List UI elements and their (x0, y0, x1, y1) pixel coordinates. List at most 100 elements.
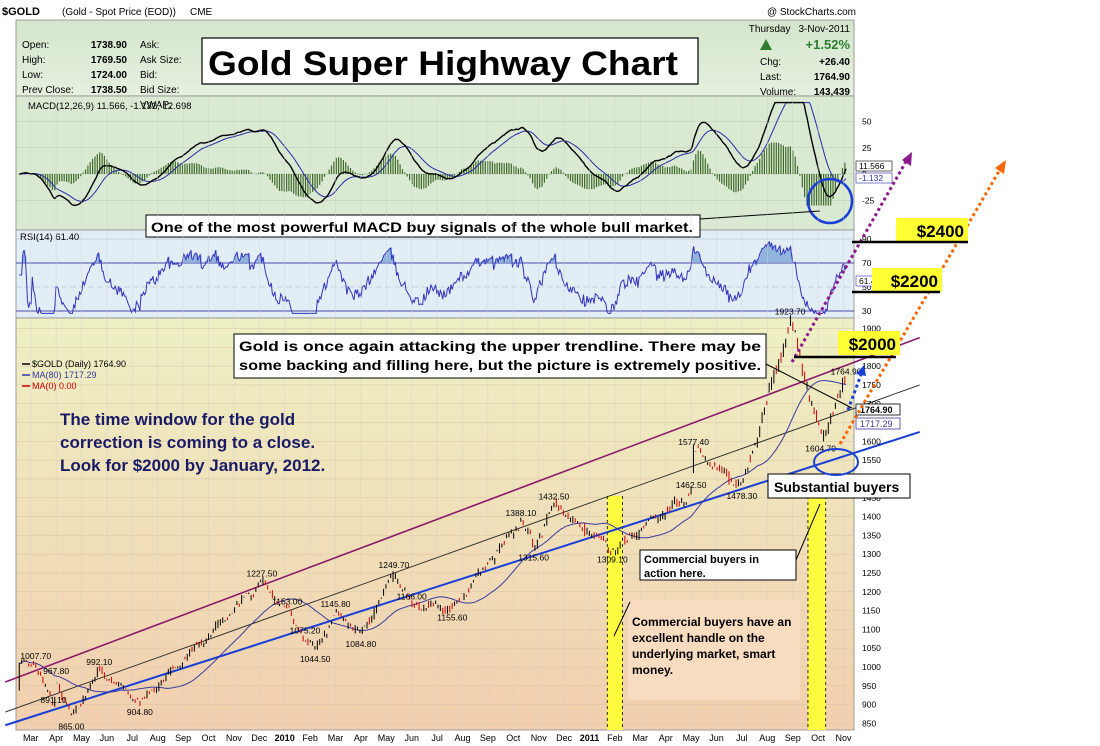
commercial-handle-callout: Commercial buyers have an excellent handl… (613, 600, 800, 700)
price-point-label: 1604.70 (805, 444, 836, 454)
price-tick-label: 1400 (862, 512, 881, 522)
trendlines (4, 336, 921, 727)
quote-value: 1738.50 (91, 85, 128, 96)
price-point-label: 1462.50 (676, 480, 707, 490)
rsi-tick-label: 90 (862, 234, 872, 244)
trend-note: Gold is once again attacking the upper t… (239, 338, 761, 373)
quote-label: Prev Close: (22, 85, 74, 96)
rsi-tick-label: 50 (862, 282, 872, 292)
x-tick-label: May (378, 733, 396, 743)
quote-mid-label: Ask Size: (140, 55, 182, 66)
price-point-label: 1577.40 (678, 437, 709, 447)
highlight-window (807, 496, 826, 730)
x-tick-label: Nov (531, 733, 548, 743)
callout-action-line: Commercial buyers in (644, 554, 759, 566)
price-point-label: 1309.10 (597, 555, 628, 565)
title-box (201, 37, 699, 85)
commercial-action-callout: Commercial buyers in action here. (639, 503, 821, 581)
x-tick-label: Jul (736, 733, 748, 743)
price-tick-label: 1300 (862, 549, 881, 559)
quote-label: High: (22, 55, 45, 66)
price-point-label: 891.10 (41, 695, 67, 705)
x-tick-label: Jun (709, 733, 724, 743)
quote-mid-label: Bid Size: (140, 85, 179, 96)
target-label-bg (896, 218, 968, 242)
price-tick-label: 1800 (862, 361, 881, 371)
callout-action-box (639, 549, 797, 581)
time-window-line: correction is coming to a close. (60, 433, 315, 452)
price-point-label: 1315.60 (518, 552, 549, 562)
x-tick-label: Jul (127, 733, 139, 743)
symbol: $GOLD (2, 6, 40, 18)
x-tick-label: 2011 (580, 733, 600, 743)
price-point-label: 1764.90 (831, 366, 862, 376)
price-point-label: 1075.20 (290, 626, 321, 636)
last-price-label: 1764.90 (860, 405, 893, 415)
x-tick-label: Apr (354, 733, 368, 743)
price-point-label: 1923.70 (775, 307, 806, 317)
rsi-legend: RSI(14) 61.40 (20, 232, 79, 243)
price-point-label: 1166.00 (397, 592, 427, 602)
x-tick-label: Sep (785, 733, 801, 743)
trend-note-line: some backing and filling here, but the p… (239, 357, 761, 373)
macd-note: One of the most powerful MACD buy signal… (151, 219, 693, 235)
quote-value: 1724.00 (91, 70, 128, 81)
price-tick-label: 1200 (862, 587, 881, 597)
x-tick-label: Mar (633, 733, 649, 743)
legend-entry: $GOLD (Daily) 1764.90 (32, 359, 126, 369)
callout-handle-bg (628, 600, 800, 700)
quote-value: 1769.50 (91, 55, 128, 66)
x-tick-label: Jun (404, 733, 419, 743)
price-point-label: 1388.10 (506, 508, 537, 518)
x-tick-label: Mar (328, 733, 344, 743)
substantial-buyers-label: Substantial buyers (774, 479, 899, 495)
time-window-note: The time window for the gold correction i… (60, 410, 325, 475)
ma80-line (19, 380, 847, 693)
quote-mid-label: Bid: (140, 70, 157, 81)
quote-label: Volume: (760, 87, 796, 98)
quote-label: Chg: (760, 57, 781, 68)
time-window-line: Look for $2000 by January, 2012. (60, 456, 325, 475)
target-arrows (790, 152, 1006, 445)
legend-entry: MA(0) 0.00 (32, 381, 77, 391)
price-tick-label: 900 (862, 700, 876, 710)
x-tick-label: Oct (506, 733, 521, 743)
price-point-label: 1478.30 (727, 491, 758, 501)
price-point-label: 1153.00 (272, 596, 302, 606)
price-tick-label: 1600 (862, 436, 881, 446)
callout-handle-line: excellent handle on the (632, 631, 765, 645)
quote-mid-label: VWAP: (140, 100, 172, 111)
price-point-label: 1249.70 (379, 560, 410, 570)
quote-value: 1738.90 (91, 40, 128, 51)
purple-arrowhead-icon (902, 152, 912, 166)
price-tick-label: 1050 (862, 643, 881, 653)
trend-note-box (233, 333, 767, 379)
callout-action-pointer (795, 503, 821, 561)
quote-value: +26.40 (819, 57, 850, 68)
quote-value: 143,439 (814, 87, 851, 98)
price-tick-label: 1750 (862, 380, 881, 390)
rsi-tick-label: 30 (862, 306, 872, 316)
macd-tick-label: 50 (862, 117, 872, 127)
x-tick-label: May (73, 733, 91, 743)
middle-trendline (5, 384, 920, 713)
x-tick-label: Apr (49, 733, 63, 743)
legend-entry: MA(80) 1717.29 (32, 370, 97, 380)
x-tick-label: Apr (659, 733, 673, 743)
x-tick-label: Oct (201, 733, 216, 743)
lower-trendline (4, 431, 921, 727)
target-label: $2200 (891, 272, 938, 291)
price-point-label: 1145.80 (320, 599, 350, 609)
price-point-label: 1007.70 (20, 651, 51, 661)
macd-signal-line (19, 102, 847, 202)
x-tick-label: 2010 (275, 733, 295, 743)
target-label: $2400 (917, 222, 964, 241)
rsi-panel (15, 229, 855, 319)
price-point-label: 904.80 (127, 707, 153, 717)
signal-value-label: -1.132 (859, 173, 883, 183)
time-window-line: The time window for the gold (60, 410, 295, 429)
macd-value-box (855, 160, 893, 172)
